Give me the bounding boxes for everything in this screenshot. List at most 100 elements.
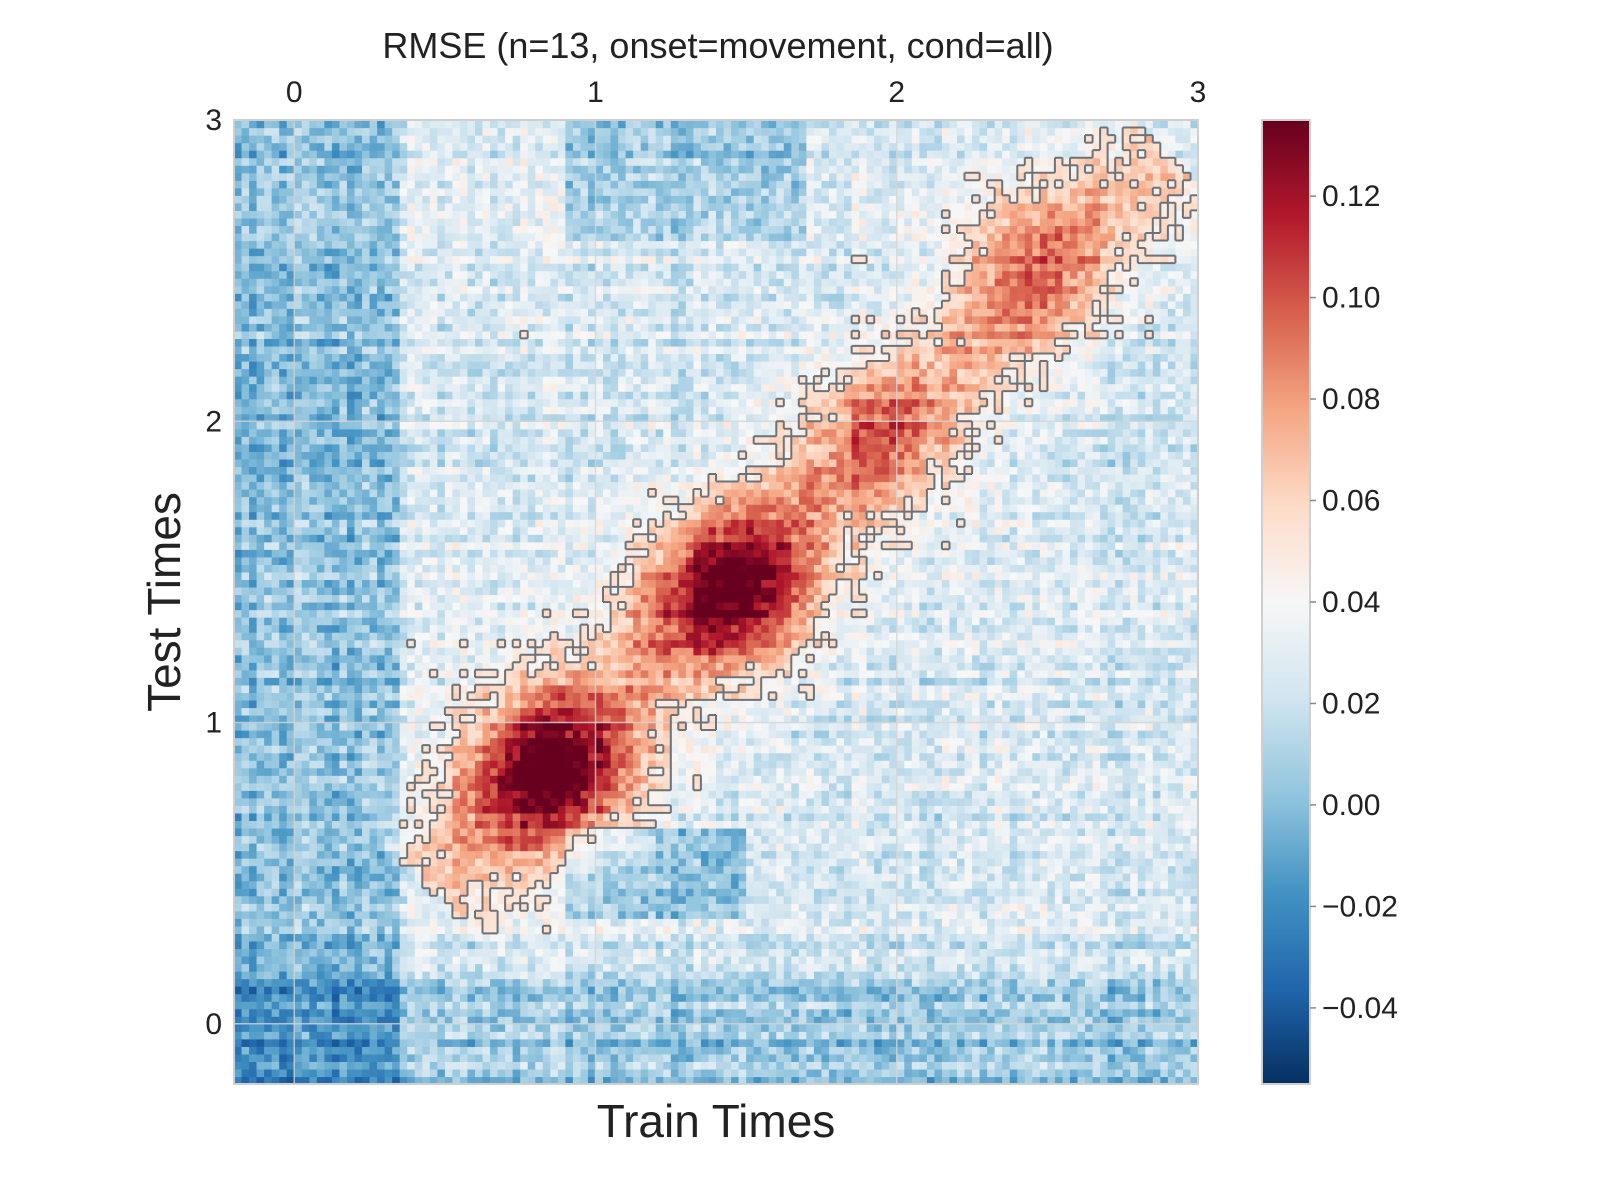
heatmap-cell	[316, 955, 325, 965]
heatmap-cell	[354, 865, 363, 874]
heatmap-cell	[919, 918, 928, 927]
heatmap-cell	[414, 858, 423, 867]
heatmap-cell	[723, 1031, 732, 1040]
heatmap-cell	[844, 1076, 853, 1085]
heatmap-cell	[625, 1061, 634, 1070]
heatmap-cell	[1077, 1038, 1086, 1047]
heatmap-cell	[625, 1076, 634, 1085]
heatmap-cell	[934, 1023, 943, 1032]
heatmap-cell	[610, 812, 619, 822]
heatmap-cell	[557, 933, 566, 942]
heatmap-cell	[399, 1023, 408, 1032]
heatmap-cell	[1047, 940, 1056, 950]
heatmap-cell	[1190, 850, 1199, 859]
heatmap-cell	[972, 1001, 981, 1010]
heatmap-cell	[972, 1068, 981, 1078]
heatmap-cell	[505, 895, 514, 904]
heatmap-cell	[1145, 850, 1154, 859]
heatmap-cell	[520, 865, 529, 874]
heatmap-cell	[1002, 835, 1011, 844]
heatmap-cell	[1009, 1016, 1018, 1025]
heatmap-cell	[1145, 978, 1154, 987]
heatmap-cell	[708, 925, 717, 934]
heatmap-cell	[1085, 1016, 1094, 1025]
heatmap-cell	[384, 895, 393, 904]
heatmap-cell	[806, 948, 815, 957]
heatmap-cell	[987, 910, 996, 919]
heatmap-cell	[1054, 1053, 1064, 1063]
heatmap-cell	[1002, 986, 1011, 995]
heatmap-cell	[670, 971, 679, 980]
heatmap-cell	[1100, 948, 1109, 957]
heatmap-cell	[1002, 993, 1011, 1002]
heatmap-cell	[1085, 873, 1094, 882]
heatmap-cell	[249, 835, 258, 844]
heatmap-cell	[437, 1001, 446, 1010]
heatmap-cell	[851, 903, 860, 912]
heatmap-cell	[444, 955, 454, 965]
heatmap-cell	[685, 910, 695, 919]
heatmap-cell	[1145, 843, 1154, 852]
heatmap-cell	[851, 1076, 860, 1085]
heatmap-cell	[663, 993, 672, 1002]
heatmap-cell	[234, 782, 243, 791]
heatmap-cell	[572, 880, 582, 889]
heatmap-cell	[271, 1068, 280, 1078]
heatmap-cell	[505, 888, 514, 897]
heatmap-cell	[603, 805, 612, 814]
heatmap-cell	[934, 797, 943, 806]
heatmap-cell	[640, 865, 649, 874]
heatmap-cell	[851, 797, 860, 806]
heatmap-cell	[1062, 1068, 1071, 1078]
heatmap-cell	[535, 1016, 544, 1025]
heatmap-cell	[640, 1016, 649, 1025]
heatmap-cell	[1160, 1061, 1169, 1070]
heatmap-cell	[429, 1038, 438, 1047]
heatmap-cell	[851, 1038, 860, 1047]
heatmap-cell	[911, 873, 920, 882]
heatmap-cell	[1130, 888, 1139, 897]
heatmap-cell	[1017, 1023, 1026, 1032]
heatmap-cell	[542, 850, 551, 859]
heatmap-cell	[1092, 1008, 1101, 1017]
heatmap-cell	[557, 1038, 566, 1047]
heatmap-cell	[874, 843, 883, 852]
heatmap-cell	[482, 1076, 491, 1085]
heatmap-cell	[241, 1046, 250, 1055]
heatmap-cell	[354, 925, 363, 934]
heatmap-cell	[407, 805, 416, 814]
heatmap-cell	[625, 1053, 634, 1063]
heatmap-cell	[926, 1046, 936, 1055]
heatmap-cell	[234, 790, 243, 799]
heatmap-cell	[587, 948, 597, 957]
heatmap-cell	[316, 903, 325, 912]
heatmap-cell	[535, 933, 544, 942]
heatmap-cell	[723, 1061, 732, 1070]
heatmap-cell	[731, 812, 740, 822]
heatmap-cell	[972, 971, 981, 980]
heatmap-cell	[1152, 790, 1161, 799]
heatmap-cell	[286, 1061, 295, 1070]
heatmap-cell	[241, 1053, 250, 1063]
heatmap-cell	[685, 1038, 695, 1047]
heatmap-cell	[806, 925, 815, 934]
heatmap-cell	[414, 1031, 423, 1040]
heatmap-cell	[768, 843, 777, 852]
heatmap-cell	[926, 1053, 936, 1063]
heatmap-cell	[527, 835, 536, 844]
heatmap-cell	[1077, 835, 1086, 844]
heatmap-cell	[776, 1008, 785, 1017]
heatmap-cell	[467, 986, 476, 995]
heatmap-cell	[844, 1053, 853, 1063]
heatmap-cell	[234, 1038, 243, 1047]
heatmap-cell	[550, 873, 559, 882]
heatmap-cell	[331, 1008, 341, 1017]
heatmap-cell	[377, 873, 386, 882]
heatmap-cell	[1190, 903, 1199, 912]
heatmap-cell	[557, 1023, 566, 1032]
heatmap-cell	[437, 1046, 446, 1055]
heatmap-cell	[1137, 978, 1146, 987]
heatmap-cell	[452, 895, 461, 904]
heatmap-cell	[316, 1046, 325, 1055]
heatmap-cell	[798, 850, 807, 859]
